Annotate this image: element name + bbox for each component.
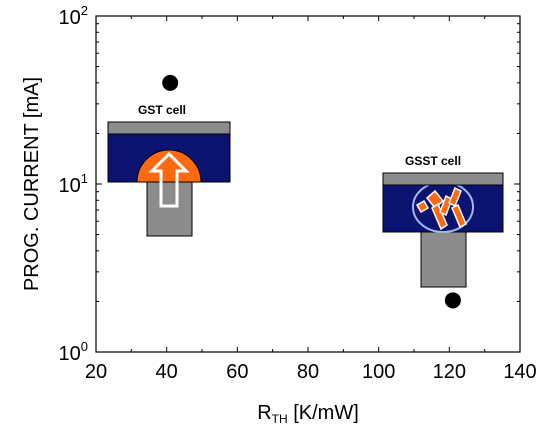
y-tick-label-base: 10 — [59, 7, 81, 29]
data-point — [444, 292, 461, 309]
x-tick-label: 140 — [503, 361, 536, 383]
x-axis-label-unit: [K/mW] — [288, 402, 359, 424]
gsst-crystallite-shards — [415, 186, 467, 231]
x-axis-label: RTH [K/mW] — [257, 402, 359, 426]
gsst-shard — [425, 189, 445, 210]
gsst-shard — [431, 202, 448, 231]
gsst-shard — [439, 194, 453, 217]
x-tick-label: 40 — [156, 361, 178, 383]
y-tick-label: 100 — [59, 339, 88, 365]
gsst-shard — [415, 199, 430, 214]
x-axis-label-subscript: TH — [272, 412, 288, 426]
gst-cell-label: GST cell — [138, 103, 186, 117]
gsst-cell-label: GSST cell — [405, 154, 461, 168]
y-tick-label: 102 — [59, 3, 88, 29]
gst-up-arrow-icon — [148, 151, 190, 208]
y-tick-label-exponent: 1 — [81, 171, 88, 186]
data-point — [162, 74, 179, 91]
x-axis-ticks — [95, 16, 521, 352]
y-axis-label: PROG. CURRENT [mA] — [21, 77, 43, 291]
gsst-bottom-electrode — [420, 229, 467, 288]
y-axis-ticks — [96, 15, 520, 353]
gsst-top-electrode — [382, 172, 504, 186]
gst-top-electrode — [107, 121, 231, 135]
gst-hotspot — [136, 149, 202, 183]
y-tick-label-base: 10 — [59, 343, 81, 365]
y-tick-label-exponent: 2 — [81, 3, 88, 18]
gsst-cell-illustration: GSST cell — [382, 154, 504, 288]
x-tick-label: 120 — [433, 361, 466, 383]
y-tick-label: 101 — [59, 171, 88, 197]
x-tick-label: 20 — [85, 361, 107, 383]
data-points — [162, 74, 461, 309]
x-tick-label: 100 — [362, 361, 395, 383]
x-tick-label: 60 — [226, 361, 248, 383]
gsst-shard — [451, 203, 467, 229]
x-axis-label-main: R — [257, 402, 271, 424]
y-tick-label-exponent: 0 — [81, 339, 88, 354]
gst-cell-illustration: GST cell — [107, 103, 231, 237]
x-tick-label: 80 — [297, 361, 319, 383]
y-tick-label-base: 10 — [59, 175, 81, 197]
x-axis-tick-labels: 20 40 60 80 100 120 140 — [85, 361, 537, 383]
